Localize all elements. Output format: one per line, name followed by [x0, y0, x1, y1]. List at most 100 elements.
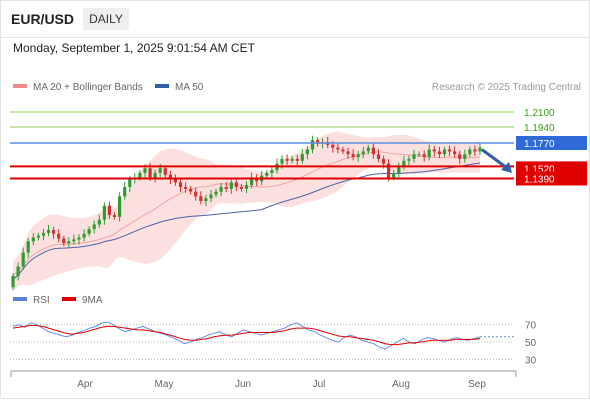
candle-body: [168, 174, 172, 180]
candle-body: [422, 154, 426, 157]
x-tick-label-Jun: Jun: [235, 379, 251, 390]
candle-body: [447, 149, 452, 152]
candle-body: [412, 154, 416, 159]
candle-body: [417, 154, 421, 156]
candle-body: [72, 239, 76, 242]
projection-arrow-head: [501, 161, 512, 173]
candle-body: [432, 149, 436, 152]
candle-body: [77, 237, 81, 240]
level-label-1.2100: 1.2100: [524, 108, 555, 119]
projection-arrow-shaft: [481, 148, 508, 170]
rsi-layer: 30 50 70: [10, 321, 537, 366]
candle-body: [82, 233, 86, 238]
candle-body: [92, 224, 96, 230]
candle-body: [280, 158, 284, 164]
candle-body: [219, 187, 223, 192]
header-bar: EUR/USD DAILY: [0, 0, 590, 38]
x-tick-label-May: May: [155, 379, 174, 390]
candle-body: [244, 185, 249, 189]
rsi-line: [12, 321, 481, 350]
ma50-line: [12, 162, 481, 281]
candle-body: [67, 241, 71, 244]
candle-body: [158, 168, 162, 173]
period-button[interactable]: DAILY: [83, 8, 129, 30]
candle-body: [270, 170, 274, 173]
candle-body: [224, 187, 228, 189]
candle-body: [387, 163, 391, 178]
bollinger-band: [13, 131, 480, 291]
level-tag-1.1390: [516, 171, 587, 186]
candle-body: [300, 154, 304, 161]
candle-body: [36, 235, 40, 238]
rsi-legend-label: RSI: [33, 295, 50, 306]
candle-body: [178, 182, 183, 187]
ma20-legend-swatch: [13, 84, 27, 88]
candle-body: [11, 276, 15, 288]
candle-body: [189, 188, 193, 192]
candle-body: [427, 149, 431, 157]
candle-body: [316, 140, 320, 144]
candle-body: [382, 158, 386, 164]
rsi-tick-label-50: 50: [525, 338, 537, 349]
candle-body: [199, 196, 203, 201]
rsi-legend-swatch: [13, 297, 27, 301]
x-tick-label-Aug: Aug: [392, 379, 410, 390]
candle-body: [102, 205, 106, 220]
candle-body: [143, 168, 147, 173]
candle-body: [407, 158, 411, 161]
candle-body: [376, 154, 381, 159]
candle-body: [163, 168, 167, 175]
candle-body: [57, 233, 61, 239]
level-label-1.1770: 1.1770: [524, 139, 555, 150]
rsi-ma-line: [12, 325, 481, 346]
candle-body: [336, 147, 340, 150]
candle-body: [437, 151, 441, 155]
rsi-tick-label-30: 30: [525, 355, 537, 366]
candle-body: [371, 147, 375, 155]
candle-body: [478, 147, 482, 152]
candle-body: [46, 230, 51, 233]
candle-body: [31, 237, 35, 242]
level-label-1.1940: 1.1940: [524, 123, 555, 134]
candle-body: [97, 219, 101, 225]
candle-body: [442, 149, 447, 155]
level-label-1.1520: 1.1520: [524, 164, 555, 175]
candle-body: [107, 205, 111, 216]
candle-body: [26, 241, 30, 253]
candle-body: [473, 149, 477, 152]
candle-body: [21, 252, 25, 267]
candle-body: [392, 172, 396, 178]
candle-body: [148, 168, 152, 178]
candle-body: [351, 154, 355, 157]
candle-body: [62, 238, 66, 244]
candle-body: [239, 187, 243, 189]
candle-body: [285, 158, 289, 161]
candle-body: [346, 151, 350, 155]
candle-body: [52, 230, 56, 234]
rsi-ma-legend-swatch: [62, 297, 76, 301]
candle-body: [123, 187, 127, 197]
symbol-title: EUR/USD: [11, 11, 75, 27]
ma50-legend-swatch: [155, 84, 169, 88]
candle-body: [366, 147, 370, 152]
credit-text: Research © 2025 Trading Central: [432, 82, 581, 93]
x-tick-label-Apr: Apr: [77, 379, 93, 390]
candle-body: [118, 196, 122, 217]
x-axis: Apr May Jun Jul Aug Sep: [10, 370, 517, 390]
candle-body: [234, 182, 238, 187]
candle-body: [341, 149, 345, 152]
level-tag-1.1770: [516, 136, 587, 150]
candle-body: [356, 154, 360, 157]
candle-body: [290, 158, 294, 161]
ma20-legend-label: MA 20 + Bollinger Bands: [33, 82, 143, 93]
candle-body: [209, 194, 213, 199]
candle-body: [295, 158, 299, 161]
candle-body: [402, 160, 406, 167]
candle-body: [250, 177, 254, 186]
x-tick-label-Jul: Jul: [313, 379, 326, 390]
candle-body: [16, 266, 20, 276]
candle-body: [194, 191, 198, 197]
rsi-tick-label-70: 70: [525, 321, 537, 332]
